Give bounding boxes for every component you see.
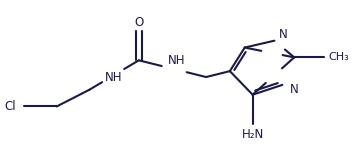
Text: NH: NH — [168, 54, 185, 67]
Text: Cl: Cl — [4, 100, 16, 113]
Text: N: N — [279, 28, 288, 41]
Text: O: O — [134, 16, 143, 30]
Text: CH₃: CH₃ — [328, 52, 349, 62]
Text: H₂N: H₂N — [241, 128, 264, 141]
Text: N: N — [290, 83, 299, 96]
Text: NH: NH — [105, 70, 123, 84]
